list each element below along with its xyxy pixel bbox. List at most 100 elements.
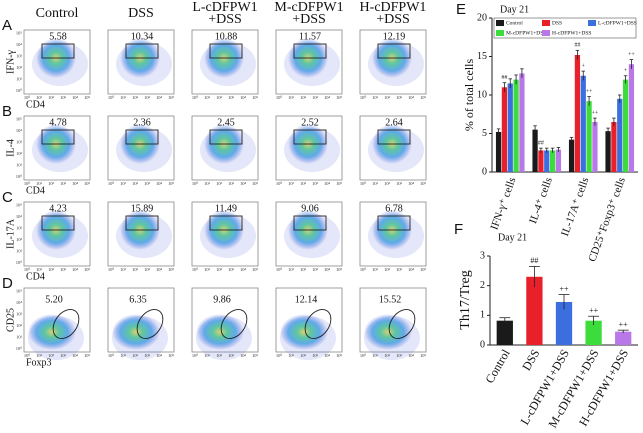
y-tick-label: 20 bbox=[477, 12, 487, 23]
x-axis-label: CD4 bbox=[26, 99, 45, 110]
x-tick-label: 10¹ bbox=[372, 181, 379, 186]
x-tick-label: 10⁵ bbox=[252, 353, 259, 358]
bar bbox=[611, 121, 617, 172]
significance-label: ## bbox=[530, 256, 538, 265]
y-tick-label: 10² bbox=[16, 151, 23, 156]
y-tick-label: 3 bbox=[480, 250, 485, 261]
cell-scatter bbox=[284, 214, 340, 258]
cell-scatter bbox=[32, 128, 88, 172]
x-tick-label: 10⁵ bbox=[336, 267, 343, 272]
significance-label: ++ bbox=[619, 320, 629, 329]
y-tick-label: 10⁰ bbox=[16, 88, 23, 93]
bar bbox=[555, 149, 562, 172]
gate bbox=[125, 129, 159, 145]
gate-value: 5.58 bbox=[49, 31, 67, 42]
y-tick-label: 10¹ bbox=[16, 163, 23, 168]
legend-label: M-cDFPW1+DSS bbox=[506, 30, 546, 36]
legend-swatch bbox=[496, 20, 504, 26]
x-tick-label: 10⁵ bbox=[420, 181, 427, 186]
x-tick-label: 10⁰ bbox=[192, 267, 199, 272]
y-axis-label: IL-4 bbox=[5, 139, 16, 157]
legend-swatch bbox=[542, 30, 550, 36]
gate-value: 12.19 bbox=[383, 31, 406, 42]
x-tick-label: 10¹ bbox=[120, 267, 127, 272]
x-tick-label: 10¹ bbox=[36, 353, 43, 358]
gate bbox=[209, 43, 243, 59]
y-axis-label: % of total cells bbox=[462, 59, 476, 132]
x-tick-label: 10⁰ bbox=[276, 95, 283, 100]
gate-value: 6.35 bbox=[129, 294, 147, 305]
panel-letter: A bbox=[2, 17, 12, 34]
x-tick-label: 10³ bbox=[228, 267, 235, 272]
x-tick-label: 10² bbox=[48, 353, 55, 358]
y-axis-label: CD25 bbox=[5, 308, 16, 332]
bar bbox=[615, 331, 632, 345]
gate-value: 2.36 bbox=[133, 117, 151, 128]
y-tick-label: 10⁵ bbox=[16, 203, 23, 208]
panel-letter: D bbox=[2, 275, 13, 292]
x-tick-label: Control bbox=[482, 346, 513, 385]
bar bbox=[538, 150, 544, 172]
x-tick-label: 10¹ bbox=[120, 181, 127, 186]
x-tick-label: 10⁴ bbox=[240, 267, 247, 272]
x-tick-label: 10⁵ bbox=[252, 267, 259, 272]
x-tick-label: 10⁵ bbox=[168, 267, 175, 272]
x-tick-label: 10³ bbox=[144, 267, 151, 272]
gate bbox=[388, 309, 416, 339]
x-tick-label: 10⁴ bbox=[408, 95, 415, 100]
x-tick-label: 10⁴ bbox=[156, 353, 163, 358]
x-tick-label: 10⁴ bbox=[240, 95, 247, 100]
y-tick-label: 0 bbox=[480, 339, 485, 350]
x-tick-label: 10² bbox=[384, 95, 391, 100]
x-tick-label: 10³ bbox=[228, 181, 235, 186]
legend-frame bbox=[493, 17, 637, 39]
gate bbox=[41, 129, 75, 145]
x-tick-label: 10¹ bbox=[120, 353, 127, 358]
cell-scatter bbox=[280, 316, 336, 360]
y-tick-label: 10⁴ bbox=[16, 128, 23, 133]
x-tick-label: 10⁰ bbox=[24, 181, 31, 186]
x-tick-label: 10⁰ bbox=[108, 267, 115, 272]
x-tick-label: 10² bbox=[384, 181, 391, 186]
x-tick-label: 10⁵ bbox=[84, 95, 91, 100]
bar bbox=[622, 79, 629, 172]
x-tick-label: 10² bbox=[384, 267, 391, 272]
gate-value: 10.88 bbox=[215, 31, 238, 42]
panel-letter: B bbox=[2, 103, 12, 120]
x-tick-label: 10⁵ bbox=[168, 353, 175, 358]
x-tick-label: 10⁵ bbox=[336, 353, 343, 358]
x-tick-label: 10⁰ bbox=[360, 95, 367, 100]
y-tick-label: 10³ bbox=[16, 226, 23, 231]
x-tick-label: 10¹ bbox=[288, 267, 295, 272]
y-tick-label: 10² bbox=[16, 65, 23, 70]
x-tick-label: 10¹ bbox=[372, 95, 379, 100]
x-tick-label: IL-4⁺ cells bbox=[527, 176, 555, 225]
bar bbox=[580, 75, 586, 172]
x-tick-label: 10¹ bbox=[288, 95, 295, 100]
x-tick-label: 10⁵ bbox=[168, 95, 175, 100]
x-tick-label: 10³ bbox=[396, 95, 403, 100]
column-header: DSS bbox=[128, 6, 154, 21]
y-tick-label: 10¹ bbox=[16, 77, 23, 82]
legend-label: L-cDFPW1+DSS bbox=[598, 20, 637, 26]
x-tick-label: 10¹ bbox=[288, 353, 295, 358]
x-tick-label: 10⁴ bbox=[156, 181, 163, 186]
bar bbox=[628, 64, 635, 172]
y-tick-label: 10⁰ bbox=[16, 174, 23, 179]
x-tick-label: 10⁰ bbox=[360, 181, 367, 186]
legend-swatch bbox=[496, 30, 504, 36]
x-tick-label: 10¹ bbox=[36, 181, 43, 186]
gate-value: 10.34 bbox=[131, 31, 154, 42]
bar bbox=[617, 98, 623, 172]
y-tick-label: 10⁵ bbox=[16, 117, 23, 122]
x-tick-label: IFN-γ⁺ cells bbox=[488, 176, 518, 232]
gate-value: 9.86 bbox=[213, 294, 231, 305]
gate-value: 4.23 bbox=[49, 203, 67, 214]
x-tick-label: 10¹ bbox=[372, 267, 379, 272]
cell-cloud bbox=[28, 314, 76, 350]
y-tick-label: 10⁵ bbox=[16, 31, 23, 36]
x-tick-label: 10³ bbox=[60, 267, 67, 272]
x-tick-label: 10² bbox=[48, 181, 55, 186]
gate-value: 6.78 bbox=[385, 203, 403, 214]
legend-swatch bbox=[542, 20, 550, 26]
